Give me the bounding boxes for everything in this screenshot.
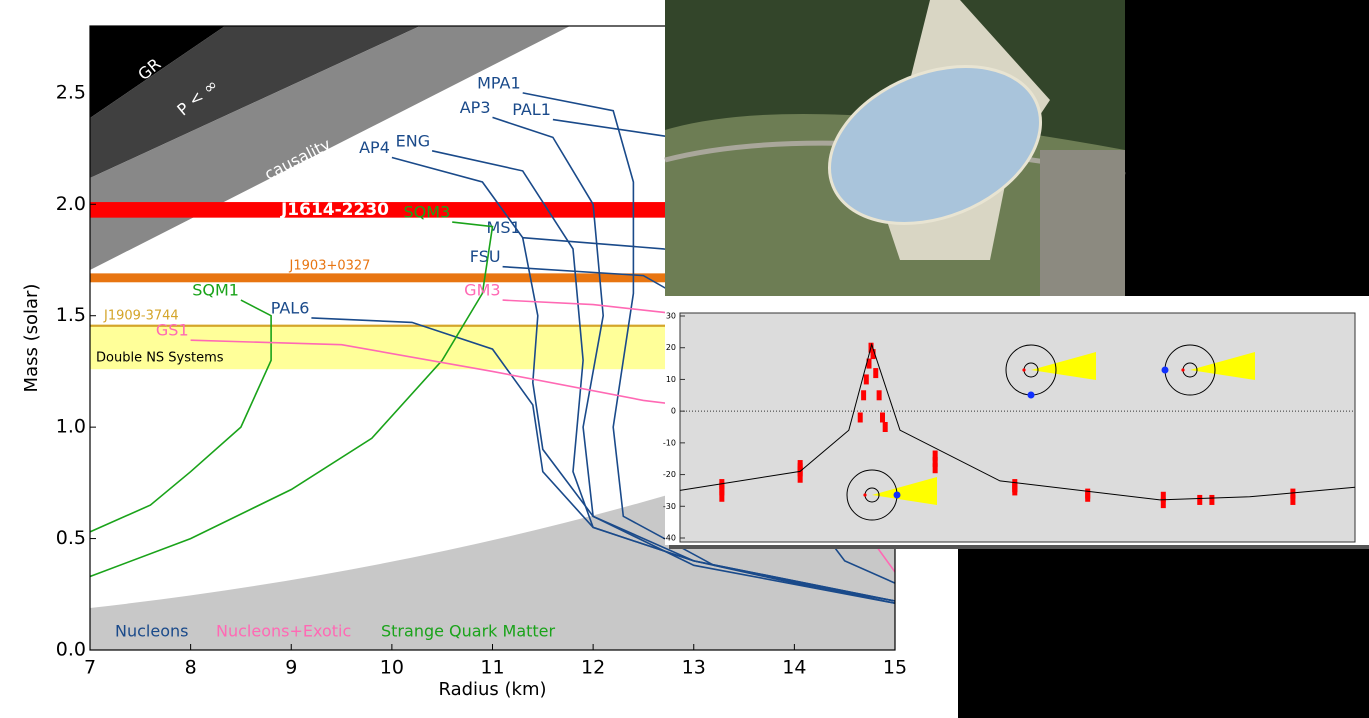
slide: GRP < ∞causalityrotationJ1614-2230J1903+… <box>0 0 1369 718</box>
curve-label: ENG <box>396 131 430 150</box>
band-label: J1903+0327 <box>289 258 371 273</box>
x-tick-label: 12 <box>581 657 605 679</box>
band-label: J1614-2230 <box>280 200 389 220</box>
y-tick-label: 10 <box>666 375 676 384</box>
residual-point <box>1290 495 1295 505</box>
y-tick-label: 0 <box>671 407 676 416</box>
residual-point <box>933 463 938 473</box>
y-tick-label: 20 <box>666 343 676 352</box>
residual-point <box>861 390 866 400</box>
y-tick-label: -20 <box>663 470 676 479</box>
residual-point <box>858 412 863 422</box>
pulsar <box>1181 368 1184 371</box>
residual-point <box>883 422 888 432</box>
x-tick-label: 8 <box>185 657 197 679</box>
y-tick-label: -10 <box>663 438 676 447</box>
x-axis-label: Radius (km) <box>438 679 546 700</box>
x-tick-label: 14 <box>782 657 806 679</box>
plot-area <box>680 313 1355 542</box>
y-tick-label: 0.0 <box>56 639 86 661</box>
residual-point <box>1197 495 1202 505</box>
residual-point <box>873 368 878 378</box>
curve-label: AP4 <box>359 138 390 157</box>
curve-label: AP3 <box>460 98 491 117</box>
companion <box>894 492 901 499</box>
x-tick-label: 11 <box>480 657 504 679</box>
curve-label: SQM3 <box>404 203 451 222</box>
curve-label: MPA1 <box>477 73 521 92</box>
curve-label: SQM1 <box>192 281 239 300</box>
residual-point <box>864 374 869 384</box>
residual-point <box>798 473 803 483</box>
y-tick-label: 1.0 <box>56 416 86 438</box>
x-tick-label: 15 <box>883 657 907 679</box>
x-tick-label: 9 <box>285 657 297 679</box>
residual-point <box>880 412 885 422</box>
pulsar <box>1022 368 1025 371</box>
residual-point <box>1209 495 1214 505</box>
curve-label: PAL1 <box>512 100 551 119</box>
residual-point <box>877 390 882 400</box>
residual-point <box>1012 482 1017 492</box>
residual-point <box>1085 492 1090 502</box>
y-tick-label: -40 <box>663 534 676 543</box>
curve-label: GS1 <box>156 321 189 340</box>
residual-point <box>719 492 724 502</box>
band-label: Double NS Systems <box>96 351 224 366</box>
legend-entry: Strange Quark Matter <box>381 622 556 641</box>
y-tick-label: 2.0 <box>56 193 86 215</box>
y-tick-label: 1.5 <box>56 304 86 326</box>
companion <box>1028 392 1035 399</box>
y-axis-label: Mass (solar) <box>21 284 42 393</box>
y-tick-label: 30 <box>666 312 676 321</box>
legend-entry: Nucleons <box>115 622 188 641</box>
curve-label: GM3 <box>464 281 500 300</box>
y-tick-label: 2.5 <box>56 81 86 103</box>
y-tick-label: -30 <box>663 502 676 511</box>
companion <box>1162 367 1169 374</box>
photo-lot <box>1040 150 1125 296</box>
pulsar <box>863 493 866 496</box>
page: GRP < ∞causalityrotationJ1614-2230J1903+… <box>0 0 1369 718</box>
x-tick-label: 13 <box>682 657 706 679</box>
curve-label: PAL6 <box>271 298 310 317</box>
curve-label: FSU <box>470 247 501 266</box>
y-tick-label: 0.5 <box>56 527 86 549</box>
legend-entry: Nucleons+Exotic <box>216 622 351 641</box>
x-tick-label: 10 <box>380 657 404 679</box>
